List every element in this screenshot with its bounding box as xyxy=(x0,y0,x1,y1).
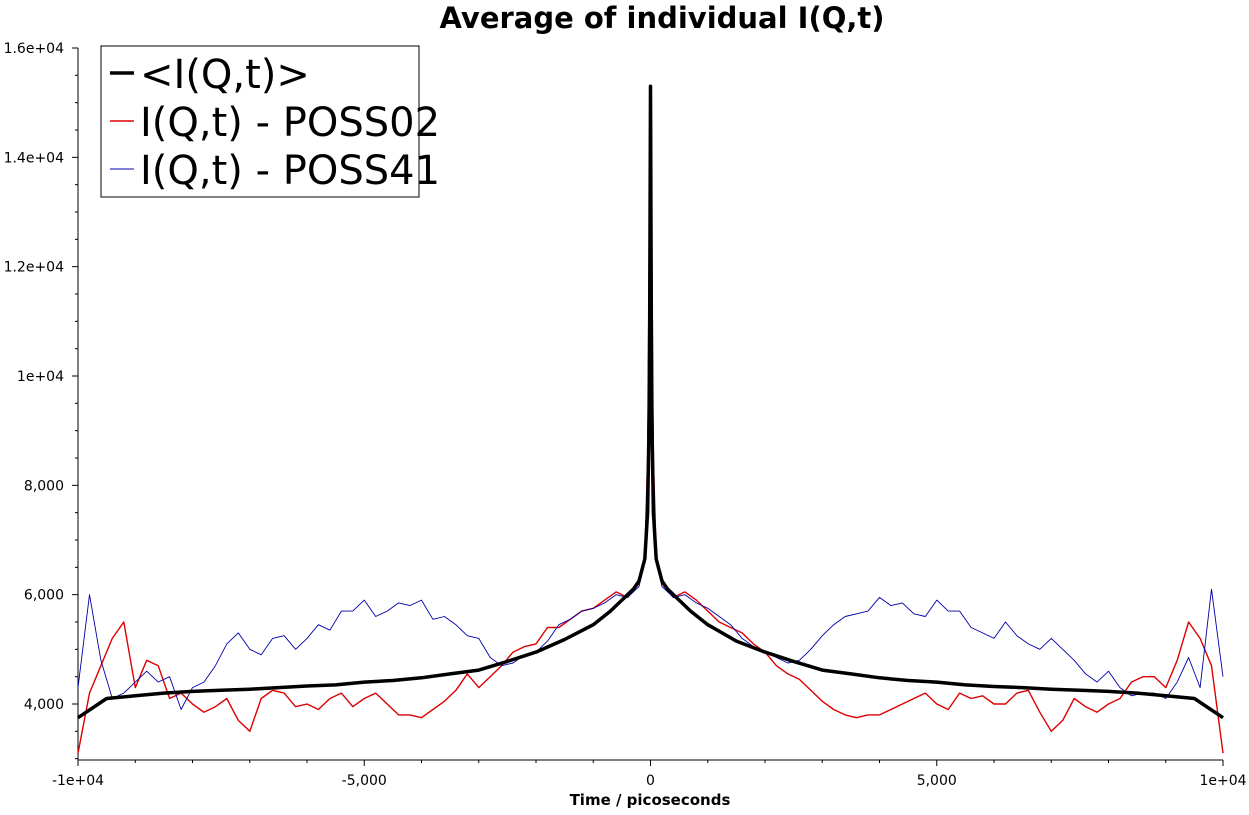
series-line-mean xyxy=(77,84,1224,720)
y-tick-label: 1e+04 xyxy=(17,369,64,385)
x-tick-label: 5,000 xyxy=(917,773,957,789)
x-tick-label: -1e+04 xyxy=(52,773,104,789)
legend-label-mean: <I(Q,t)> xyxy=(140,52,310,98)
series-lines xyxy=(77,84,1224,754)
x-tick-label: 0 xyxy=(646,773,655,789)
y-tick-label: 1.4e+04 xyxy=(4,150,65,166)
legend-label-poss41: I(Q,t) - POSS41 xyxy=(140,148,440,194)
legend-label-poss02: I(Q,t) - POSS02 xyxy=(140,100,440,146)
x-axis-label: Time / picoseconds xyxy=(570,791,731,809)
y-tick-label: 6,000 xyxy=(24,588,64,604)
legend: <I(Q,t)> I(Q,t) - POSS02 I(Q,t) - POSS41 xyxy=(100,45,440,198)
y-tick-label: 8,000 xyxy=(24,478,64,494)
x-tick-label: 1e+04 xyxy=(1199,773,1246,789)
chart-title: Average of individual I(Q,t) xyxy=(440,1,885,35)
x-axis-ticks: -1e+04 -5,000 0 5,000 1e+04 xyxy=(52,760,1247,789)
x-tick-label: -5,000 xyxy=(342,773,387,789)
y-tick-label: 1.2e+04 xyxy=(4,260,65,276)
y-axis-ticks: 4,000 6,000 8,000 1e+04 1.2e+04 1.4e+04 1.6e+0… xyxy=(4,41,78,760)
y-tick-label: 1.6e+04 xyxy=(4,41,65,57)
y-tick-label: 4,000 xyxy=(24,697,64,713)
legend-box xyxy=(100,45,420,198)
